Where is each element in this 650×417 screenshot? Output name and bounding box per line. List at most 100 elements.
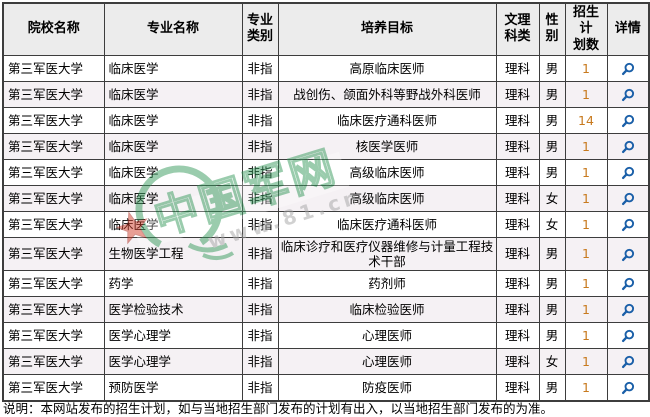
detail-link[interactable] bbox=[606, 80, 650, 108]
col-header-goal: 培养目标 bbox=[277, 2, 497, 56]
col-header-category: 专业 类别 bbox=[241, 2, 279, 56]
cell-university: 第三军医大学 bbox=[2, 269, 105, 297]
cell-goal: 高级临床医师 bbox=[277, 184, 497, 212]
cell-gender: 男 bbox=[538, 236, 566, 271]
cell-gender: 男 bbox=[538, 106, 566, 134]
detail-link[interactable] bbox=[606, 373, 650, 402]
admission-plan-table: 院校名称 专业名称 专业 类别 培养目标 文理 科类 性别 招生计 划数 详情 … bbox=[2, 2, 650, 402]
table-row: 第三军医大学 临床医学 非指 战创伤、颌面外科等野战外科医师 理科 男 1 bbox=[2, 80, 650, 108]
cell-quota: 1 bbox=[564, 269, 608, 297]
cell-university: 第三军医大学 bbox=[2, 158, 105, 186]
cell-gender: 男 bbox=[538, 295, 566, 323]
search-icon bbox=[621, 192, 634, 206]
search-icon bbox=[621, 88, 634, 102]
cell-quota: 1 bbox=[564, 132, 608, 160]
detail-link[interactable] bbox=[606, 132, 650, 160]
cell-major: 医学心理学 bbox=[103, 321, 243, 349]
cell-quota: 1 bbox=[564, 295, 608, 323]
cell-category: 非指 bbox=[241, 347, 279, 375]
cell-university: 第三军医大学 bbox=[2, 347, 105, 375]
cell-university: 第三军医大学 bbox=[2, 106, 105, 134]
cell-gender: 女 bbox=[538, 210, 566, 238]
cell-category: 非指 bbox=[241, 132, 279, 160]
table-row: 第三军医大学 医学心理学 非指 心理医师 理科 女 1 bbox=[2, 347, 650, 375]
cell-quota: 1 bbox=[564, 184, 608, 212]
cell-university: 第三军医大学 bbox=[2, 373, 105, 402]
cell-category: 非指 bbox=[241, 295, 279, 323]
search-icon bbox=[621, 277, 634, 291]
cell-quota: 1 bbox=[564, 321, 608, 349]
table-row: 第三军医大学 生物医学工程 非指 临床诊疗和医疗仪器维修与计量工程技术干部 理科… bbox=[2, 236, 650, 271]
col-header-major: 专业名称 bbox=[103, 2, 243, 56]
cell-goal: 心理医师 bbox=[277, 321, 497, 349]
cell-major: 医学心理学 bbox=[103, 347, 243, 375]
col-header-detail: 详情 bbox=[606, 2, 650, 56]
cell-quota: 14 bbox=[564, 106, 608, 134]
detail-link[interactable] bbox=[606, 347, 650, 375]
cell-category: 非指 bbox=[241, 106, 279, 134]
detail-link[interactable] bbox=[606, 321, 650, 349]
cell-category: 非指 bbox=[241, 236, 279, 271]
detail-link[interactable] bbox=[606, 295, 650, 323]
cell-major: 临床医学 bbox=[103, 184, 243, 212]
table-row: 第三军医大学 医学检验技术 非指 临床检验医师 理科 男 1 bbox=[2, 295, 650, 323]
cell-track: 理科 bbox=[495, 347, 540, 375]
table-row: 第三军医大学 临床医学 非指 临床医疗通科医师 理科 男 14 bbox=[2, 106, 650, 134]
table-header-row: 院校名称 专业名称 专业 类别 培养目标 文理 科类 性别 招生计 划数 详情 bbox=[2, 2, 650, 56]
cell-gender: 男 bbox=[538, 158, 566, 186]
cell-major: 临床医学 bbox=[103, 106, 243, 134]
cell-major: 临床医学 bbox=[103, 80, 243, 108]
cell-gender: 男 bbox=[538, 321, 566, 349]
cell-major: 生物医学工程 bbox=[103, 236, 243, 271]
detail-link[interactable] bbox=[606, 210, 650, 238]
cell-university: 第三军医大学 bbox=[2, 132, 105, 160]
cell-major: 临床医学 bbox=[103, 158, 243, 186]
cell-track: 理科 bbox=[495, 184, 540, 212]
search-icon bbox=[621, 114, 634, 128]
cell-category: 非指 bbox=[241, 54, 279, 82]
search-icon bbox=[621, 166, 634, 180]
cell-gender: 男 bbox=[538, 54, 566, 82]
detail-link[interactable] bbox=[606, 54, 650, 82]
cell-goal: 临床检验医师 bbox=[277, 295, 497, 323]
cell-track: 理科 bbox=[495, 210, 540, 238]
cell-gender: 女 bbox=[538, 184, 566, 212]
cell-quota: 1 bbox=[564, 80, 608, 108]
detail-link[interactable] bbox=[606, 269, 650, 297]
cell-university: 第三军医大学 bbox=[2, 80, 105, 108]
search-icon bbox=[621, 248, 634, 261]
detail-link[interactable] bbox=[606, 106, 650, 134]
footer-note: 说明：本网站发布的招生计划，如与当地招生部门发布的计划有出入，以当地招生部门发布… bbox=[3, 401, 554, 416]
detail-link[interactable] bbox=[606, 236, 650, 271]
search-icon bbox=[621, 329, 634, 343]
cell-track: 理科 bbox=[495, 54, 540, 82]
search-icon bbox=[621, 381, 634, 395]
search-icon bbox=[621, 355, 634, 369]
search-icon bbox=[621, 303, 634, 317]
search-icon bbox=[621, 62, 634, 76]
detail-link[interactable] bbox=[606, 184, 650, 212]
table-row: 第三军医大学 临床医学 非指 核医学医师 理科 男 1 bbox=[2, 132, 650, 160]
cell-goal: 临床医疗通科医师 bbox=[277, 210, 497, 238]
col-header-track: 文理 科类 bbox=[495, 2, 540, 56]
cell-quota: 1 bbox=[564, 158, 608, 186]
cell-category: 非指 bbox=[241, 373, 279, 402]
detail-link[interactable] bbox=[606, 158, 650, 186]
cell-track: 理科 bbox=[495, 295, 540, 323]
cell-goal: 药剂师 bbox=[277, 269, 497, 297]
cell-major: 药学 bbox=[103, 269, 243, 297]
table-row: 第三军医大学 医学心理学 非指 心理医师 理科 男 1 bbox=[2, 321, 650, 349]
cell-major: 临床医学 bbox=[103, 54, 243, 82]
cell-track: 理科 bbox=[495, 373, 540, 402]
cell-category: 非指 bbox=[241, 269, 279, 297]
cell-quota: 1 bbox=[564, 54, 608, 82]
cell-quota: 1 bbox=[564, 236, 608, 271]
cell-category: 非指 bbox=[241, 158, 279, 186]
cell-category: 非指 bbox=[241, 210, 279, 238]
cell-goal: 防疫医师 bbox=[277, 373, 497, 402]
table-row: 第三军医大学 预防医学 非指 防疫医师 理科 男 1 bbox=[2, 373, 650, 402]
cell-goal: 临床医疗通科医师 bbox=[277, 106, 497, 134]
cell-major: 医学检验技术 bbox=[103, 295, 243, 323]
col-header-gender: 性别 bbox=[538, 2, 566, 56]
